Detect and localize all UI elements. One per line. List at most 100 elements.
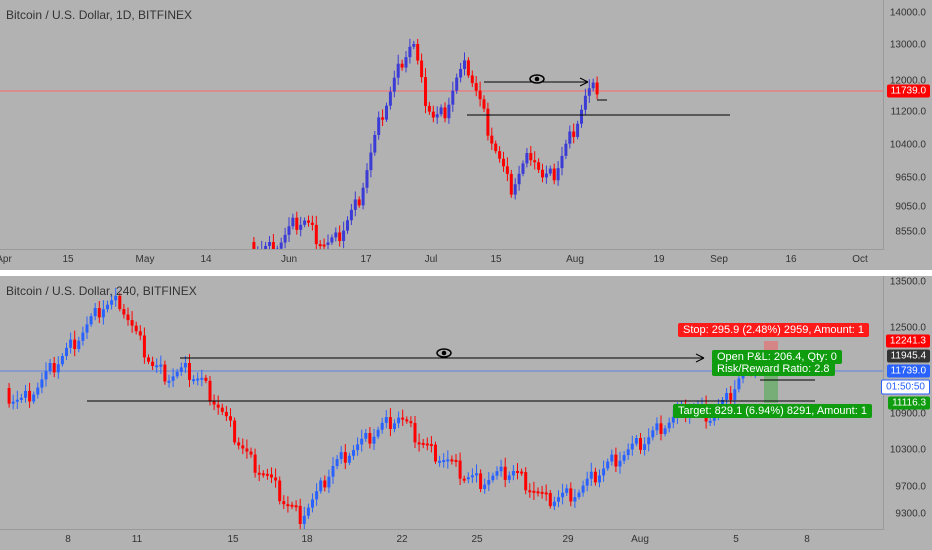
candle bbox=[163, 360, 167, 385]
candle bbox=[487, 472, 491, 491]
candle bbox=[60, 353, 64, 367]
candle bbox=[595, 76, 599, 100]
candle bbox=[404, 51, 408, 73]
time-tick-3: 18 bbox=[301, 534, 313, 545]
candle bbox=[420, 53, 424, 83]
candle bbox=[261, 470, 265, 478]
candle bbox=[544, 484, 548, 501]
candle bbox=[429, 436, 433, 453]
candle bbox=[291, 213, 295, 230]
candle bbox=[618, 451, 622, 474]
risk-reward-label[interactable]: Risk/Reward Ratio: 2.8 bbox=[712, 362, 835, 376]
candle bbox=[200, 369, 204, 387]
candle bbox=[175, 368, 179, 379]
candle bbox=[502, 151, 505, 172]
candle bbox=[630, 435, 634, 456]
time-tick-9: 8 bbox=[804, 534, 810, 545]
stop-price-tag: 12241.3 bbox=[885, 334, 930, 348]
candle bbox=[647, 428, 651, 452]
price-tick-5: 9650.0 bbox=[895, 172, 926, 184]
candle bbox=[388, 408, 392, 437]
candle bbox=[15, 390, 19, 409]
candle bbox=[462, 475, 466, 484]
candle bbox=[69, 332, 73, 354]
target-zone[interactable] bbox=[764, 371, 778, 403]
candle bbox=[525, 148, 529, 168]
candle bbox=[130, 311, 134, 333]
candle bbox=[302, 506, 306, 530]
candle bbox=[455, 73, 459, 94]
candle bbox=[557, 490, 560, 508]
time-tick-0: 8 bbox=[65, 534, 71, 545]
candle bbox=[486, 102, 490, 141]
candle bbox=[65, 342, 68, 360]
candle bbox=[279, 237, 283, 250]
candle bbox=[540, 485, 544, 499]
candle bbox=[591, 78, 595, 92]
candle bbox=[435, 106, 439, 124]
daily-price-axis[interactable]: 14000.0 13000.0 12000.0 11200.0 10400.0 9650.… bbox=[883, 0, 932, 250]
candle bbox=[335, 455, 339, 470]
candle bbox=[368, 427, 372, 449]
daily-candles-plot[interactable] bbox=[0, 0, 884, 250]
arrow-head bbox=[695, 353, 705, 363]
candle bbox=[725, 388, 729, 404]
candle bbox=[310, 215, 314, 231]
open-pl-label[interactable]: Open P&L: 206.4, Qty: 0 bbox=[712, 350, 842, 364]
candle bbox=[19, 393, 23, 403]
arrow-head bbox=[579, 77, 589, 87]
candle bbox=[442, 453, 446, 468]
candle bbox=[264, 241, 268, 250]
target-label[interactable]: Target: 829.1 (6.94%) 8291, Amount: 1 bbox=[673, 404, 872, 418]
candle bbox=[326, 234, 330, 250]
candle bbox=[408, 38, 412, 64]
stop-label[interactable]: Stop: 295.9 (2.48%) 2959, Amount: 1 bbox=[678, 323, 870, 337]
daily-chart-panel[interactable]: Bitcoin / U.S. Dollar, 1D, BITFINEX 1400… bbox=[0, 0, 932, 270]
candle bbox=[249, 447, 253, 458]
candle bbox=[434, 441, 437, 464]
candle bbox=[365, 163, 369, 194]
candle bbox=[466, 57, 470, 78]
candle bbox=[511, 465, 515, 481]
candle bbox=[413, 416, 417, 448]
pane-divider[interactable] bbox=[0, 270, 932, 276]
time-tick-8: 5 bbox=[733, 534, 739, 545]
candle bbox=[134, 321, 138, 335]
candle bbox=[122, 304, 126, 319]
h4-time-axis[interactable]: 8 11 15 18 22 25 29 Aug 5 8 bbox=[0, 529, 884, 550]
candle bbox=[179, 362, 183, 376]
candle bbox=[159, 355, 163, 374]
candle bbox=[93, 303, 97, 321]
daily-time-axis[interactable]: Apr 15 May 14 Jun 17 Jul 15 Aug 19 Sep 16 Oct bbox=[0, 249, 884, 270]
candle bbox=[253, 448, 257, 478]
candle bbox=[48, 359, 52, 375]
h4-chart-panel[interactable]: Bitcoin / U.S. Dollar, 240, BITFINEX 135… bbox=[0, 276, 932, 550]
candle bbox=[307, 215, 310, 227]
candle bbox=[580, 104, 583, 128]
h4-candles-plot[interactable] bbox=[0, 276, 884, 530]
candle bbox=[89, 313, 93, 327]
candle bbox=[639, 433, 642, 454]
candle bbox=[167, 374, 171, 388]
candle bbox=[265, 468, 269, 480]
candle bbox=[541, 163, 544, 183]
candle bbox=[138, 325, 142, 341]
candle bbox=[643, 437, 647, 456]
candle bbox=[101, 300, 105, 325]
candle bbox=[347, 452, 351, 466]
price-tick-1: 13000.0 bbox=[889, 39, 926, 51]
candle bbox=[548, 165, 552, 176]
candle bbox=[318, 240, 322, 250]
candle bbox=[257, 464, 261, 482]
time-tick-1: 11 bbox=[131, 534, 143, 545]
candle bbox=[470, 468, 474, 483]
candle bbox=[552, 496, 556, 511]
candle bbox=[286, 496, 290, 513]
candle bbox=[409, 416, 413, 428]
candle bbox=[427, 101, 431, 115]
candle bbox=[319, 477, 323, 494]
candle bbox=[376, 426, 380, 440]
time-tick-4: 22 bbox=[396, 534, 408, 545]
candle bbox=[483, 478, 487, 494]
time-tick-3: 14 bbox=[200, 254, 212, 265]
